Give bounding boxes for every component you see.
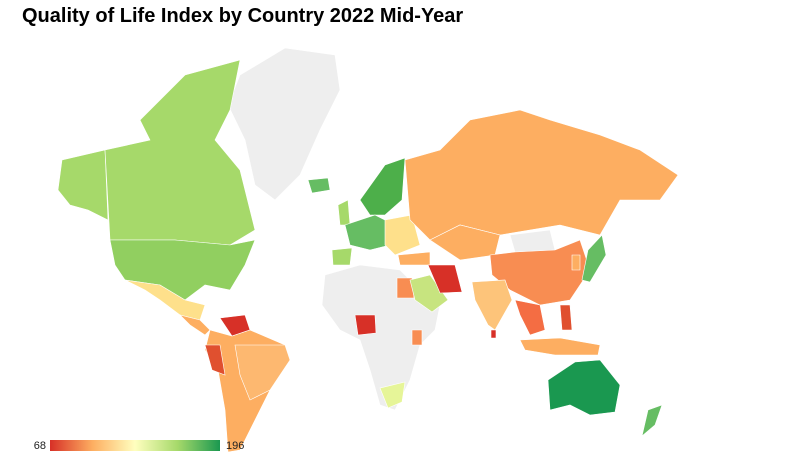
middle-east xyxy=(409,274,449,313)
peru xyxy=(204,344,226,376)
world-map xyxy=(57,47,679,453)
south-africa xyxy=(379,381,406,409)
se-asia xyxy=(514,299,546,336)
egypt xyxy=(396,277,415,299)
legend-min: 68 xyxy=(34,440,46,452)
alaska xyxy=(57,149,109,221)
greenland xyxy=(227,47,341,201)
india xyxy=(471,279,513,331)
philippines xyxy=(559,304,573,331)
legend-bar xyxy=(50,440,220,451)
legend-max: 196 xyxy=(226,440,244,452)
japan xyxy=(581,234,607,283)
central-america xyxy=(179,314,211,336)
iceland xyxy=(307,177,331,194)
nigeria xyxy=(354,314,377,336)
iran xyxy=(427,264,463,294)
canada xyxy=(104,59,256,246)
new-zealand xyxy=(641,404,663,437)
eastern-europe xyxy=(384,214,421,256)
australia xyxy=(547,359,621,416)
kenya xyxy=(411,329,423,346)
turkey xyxy=(397,251,431,266)
kazakhstan xyxy=(429,224,501,261)
africa xyxy=(321,264,441,411)
indonesia xyxy=(519,337,601,356)
usa xyxy=(109,239,256,301)
uk xyxy=(337,199,351,226)
iberia xyxy=(331,247,353,266)
brazil xyxy=(234,344,291,401)
chart-title: Quality of Life Index by Country 2022 Mi… xyxy=(22,5,463,27)
korea xyxy=(571,254,581,271)
russia xyxy=(404,109,679,241)
sri-lanka xyxy=(490,329,497,339)
scandinavia xyxy=(359,157,406,216)
mongolia xyxy=(509,229,556,253)
